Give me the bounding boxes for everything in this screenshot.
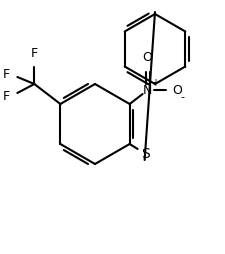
Text: O: O	[172, 84, 182, 97]
Text: -: -	[180, 92, 184, 102]
Text: O: O	[142, 51, 152, 64]
Text: F: F	[3, 68, 10, 81]
Text: F: F	[3, 89, 10, 103]
Text: N: N	[142, 84, 152, 97]
Text: S: S	[141, 147, 149, 161]
Text: +: +	[150, 78, 158, 88]
Text: F: F	[31, 47, 38, 60]
